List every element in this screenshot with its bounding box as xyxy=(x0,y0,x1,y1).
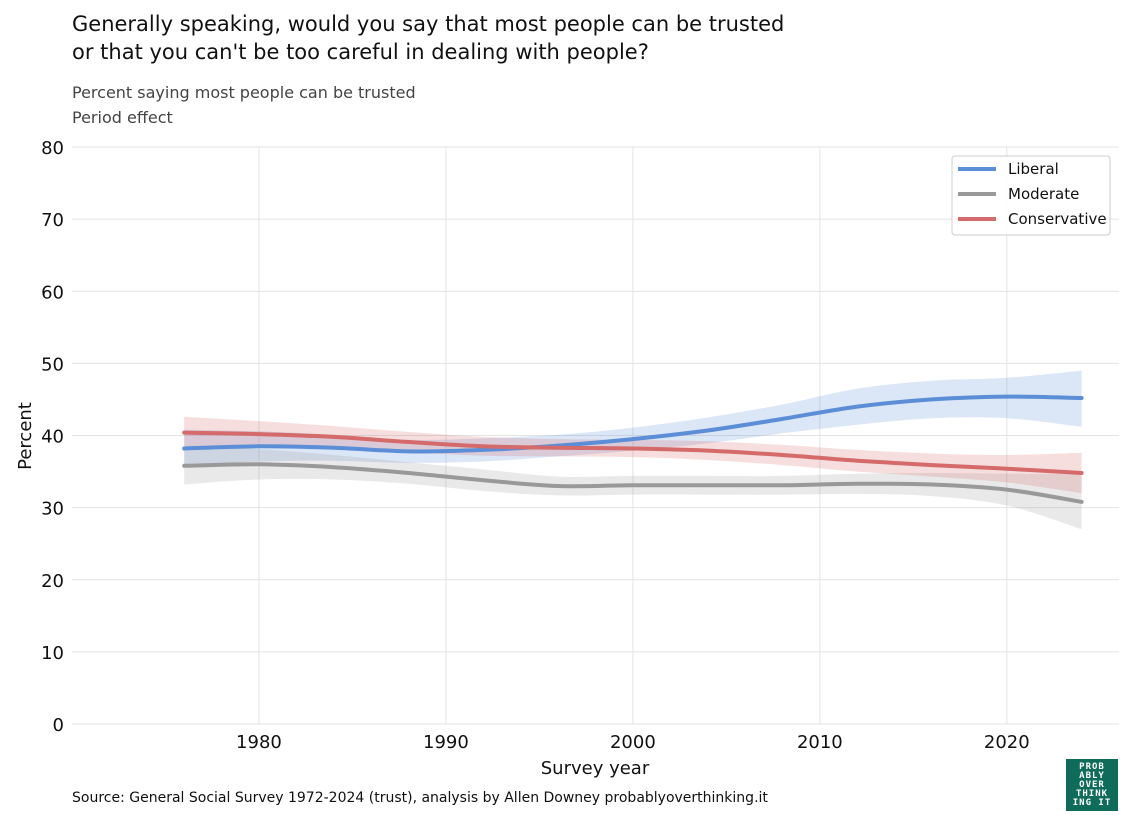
x-axis-label: Survey year xyxy=(541,758,650,779)
y-tick-label: 80 xyxy=(41,138,64,159)
y-tick-label: 0 xyxy=(53,715,64,736)
y-tick-label: 60 xyxy=(41,282,64,303)
band-conservative xyxy=(184,416,1082,494)
legend-label-conservative: Conservative xyxy=(1008,210,1107,228)
logo-line-3: OVER xyxy=(1079,779,1105,790)
y-tick-label: 20 xyxy=(41,571,64,592)
chart-title: Generally speaking, would you say that m… xyxy=(72,10,784,66)
x-tick-label: 2000 xyxy=(610,732,656,753)
band-moderate xyxy=(184,447,1082,530)
logo-line-4: THINK xyxy=(1075,788,1109,799)
y-tick-label: 40 xyxy=(41,427,64,448)
series-line-conservative xyxy=(182,430,1084,475)
y-tick-label: 50 xyxy=(41,354,64,375)
y-tick-label: 70 xyxy=(41,210,64,231)
legend-label-liberal: Liberal xyxy=(1008,160,1059,178)
logo-line-5: ING IT xyxy=(1072,797,1112,808)
chart-title-line-2: or that you can't be too careful in deal… xyxy=(72,40,649,64)
y-axis-label: Percent xyxy=(15,402,36,470)
chart-subtitle-line-2: Period effect xyxy=(72,108,173,127)
chart-title-line-1: Generally speaking, would you say that m… xyxy=(72,12,785,36)
logo-line-1: PROB xyxy=(1079,761,1105,772)
x-tick-label: 1980 xyxy=(236,732,282,753)
series-line-liberal xyxy=(182,394,1084,454)
legend-box xyxy=(951,155,1111,236)
chart-subtitle-line-1: Percent saying most people can be truste… xyxy=(72,83,416,102)
probably-overthinking-it-logo: PROB ABLY OVER THINK ING IT xyxy=(1066,759,1118,811)
chart-subtitle: Percent saying most people can be truste… xyxy=(72,80,416,130)
x-tick-label: 2020 xyxy=(984,732,1030,753)
y-tick-label: 30 xyxy=(41,499,64,520)
x-tick-label: 2010 xyxy=(797,732,843,753)
logo-line-2: ABLY xyxy=(1079,770,1105,781)
y-tick-label: 10 xyxy=(41,643,64,664)
series-line-moderate xyxy=(182,462,1084,504)
source-note: Source: General Social Survey 1972-2024 … xyxy=(72,790,768,806)
legend-label-moderate: Moderate xyxy=(1008,185,1079,203)
x-tick-label: 1990 xyxy=(423,732,469,753)
